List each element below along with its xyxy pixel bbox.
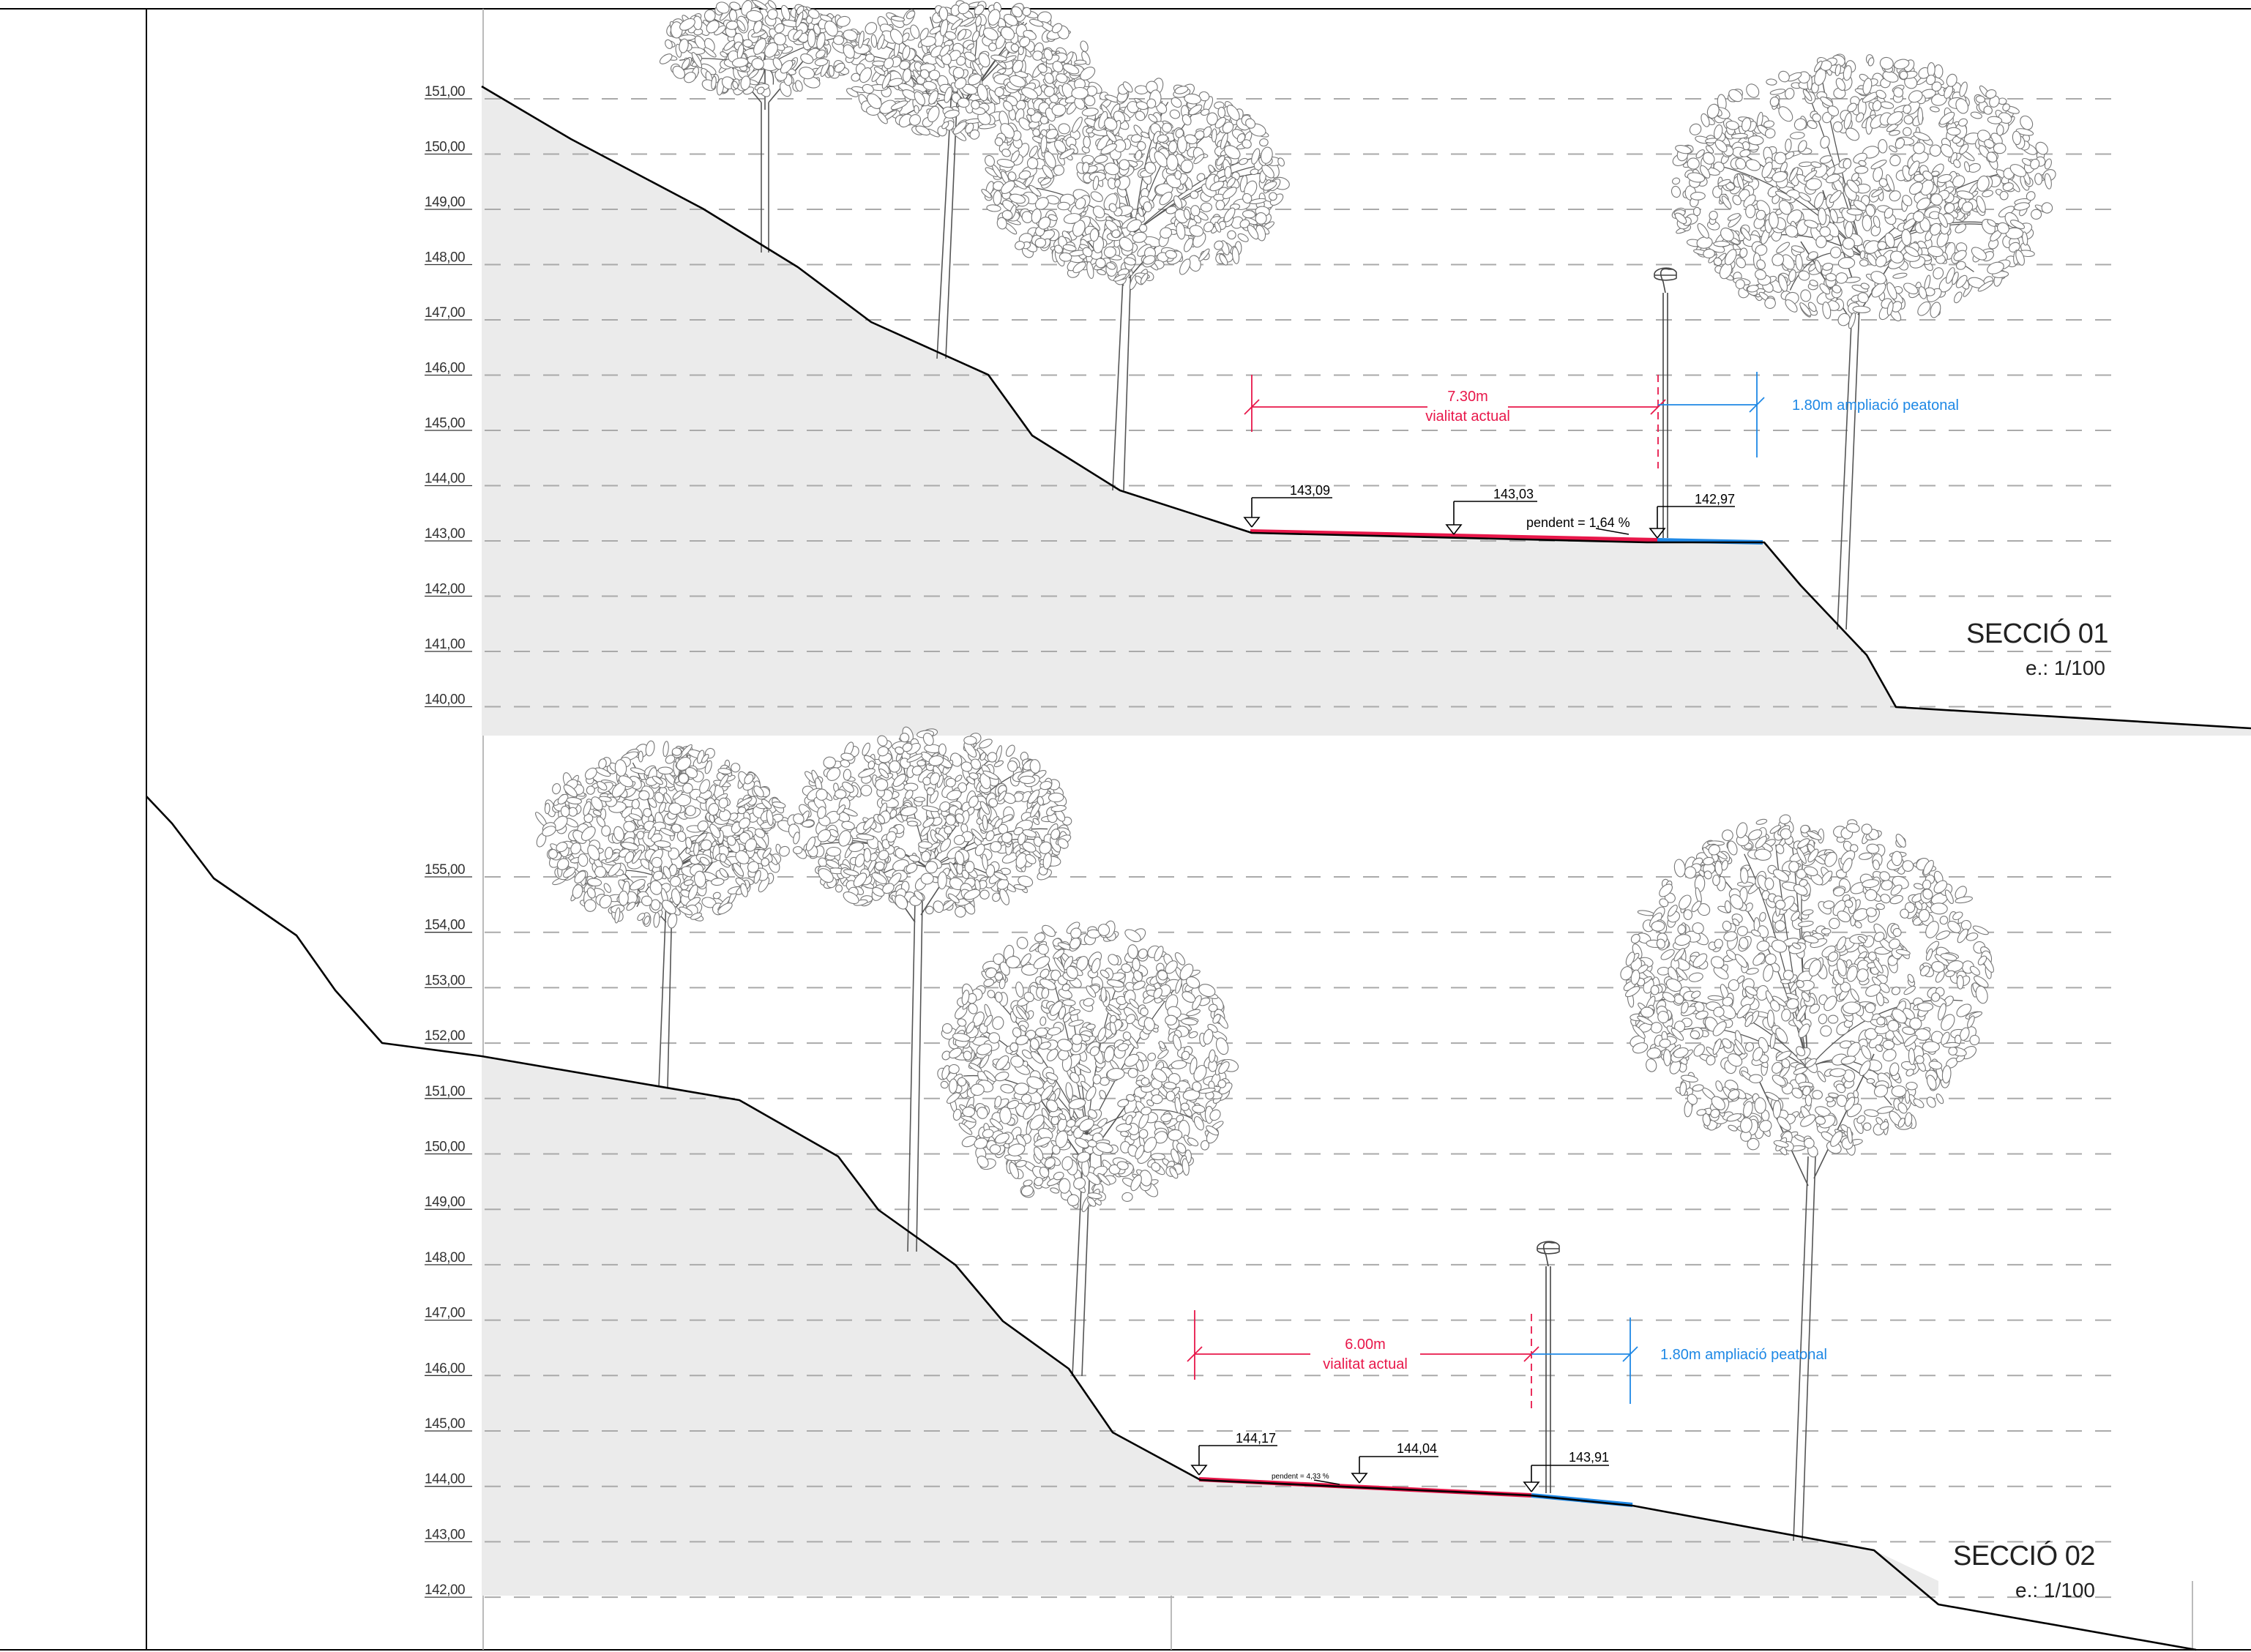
svg-text:143,09: 143,09 [1290, 483, 1330, 498]
section-scale: e.: 1/100 [2015, 1579, 2095, 1601]
tree-icon [787, 726, 1072, 1252]
svg-text:142,97: 142,97 [1695, 492, 1735, 507]
level-label: 146,00 [425, 361, 465, 376]
level-label: 148,00 [425, 250, 465, 266]
spot-level-marker: 143,91 [1523, 1450, 1609, 1492]
svg-text:144,04: 144,04 [1397, 1441, 1437, 1456]
street-lamp-icon [1654, 267, 1677, 538]
level-label: 149,00 [425, 195, 465, 210]
tree-icon [1620, 814, 1994, 1541]
spot-level-marker: 144,17 [1190, 1431, 1277, 1476]
spot-level-marker: 144,04 [1351, 1441, 1438, 1484]
terrain-section-01 [482, 86, 2251, 736]
section-title: SECCIÓ 01 [1966, 618, 2108, 649]
ground-profile-section-01 [481, 85, 2251, 730]
level-label: 141,00 [425, 637, 465, 652]
spot-level-marker: 143,09 [1243, 483, 1332, 528]
level-label: 155,00 [425, 862, 465, 878]
level-label: 151,00 [425, 84, 465, 100]
road-width-label: 7.30m [1447, 389, 1488, 405]
tree-icon [535, 740, 794, 1088]
walk-width-label: 1.80m ampliació peatonal [1660, 1347, 1827, 1363]
tree-icon [981, 78, 1290, 491]
road-width-dimension: 7.30m vialitat actual [1244, 375, 1666, 468]
level-label: 142,00 [425, 1582, 465, 1598]
level-label: 140,00 [425, 692, 465, 708]
walk-width-dimension: 1.80m ampliació peatonal [1658, 372, 1959, 457]
walk-width-label: 1.80m ampliació peatonal [1792, 397, 1959, 414]
street-lamp-icon [1537, 1241, 1560, 1493]
level-label: 150,00 [425, 140, 465, 155]
spot-level-marker: 142,97 [1649, 492, 1735, 539]
road-width-dimension: 6.00m vialitat actual [1187, 1310, 1539, 1409]
tree-icon [937, 920, 1239, 1377]
terrain-section-02 [482, 1056, 1938, 1596]
level-label: 150,00 [425, 1140, 465, 1155]
section-02: 155,00 154,00 153,00 152,00 151,00 150,00 149,… [146, 726, 2197, 1651]
svg-text:143,91: 143,91 [1569, 1450, 1609, 1465]
level-label: 152,00 [425, 1028, 465, 1044]
tree-icon [1670, 53, 2056, 630]
level-label: 151,00 [425, 1084, 465, 1099]
level-label: 142,00 [425, 582, 465, 597]
level-label: 145,00 [425, 416, 465, 431]
svg-text:144,17: 144,17 [1236, 1431, 1276, 1446]
level-label: 153,00 [425, 973, 465, 988]
slope-label-section-02: pendent = 4,33 % [1272, 1473, 1329, 1481]
section-title: SECCIÓ 02 [1953, 1540, 2095, 1571]
level-label: 144,00 [425, 1472, 465, 1487]
road-label: vialitat actual [1425, 408, 1510, 425]
level-label: 144,00 [425, 471, 465, 487]
level-label: 145,00 [425, 1416, 465, 1432]
level-label: 143,00 [425, 526, 465, 542]
level-label: 148,00 [425, 1250, 465, 1266]
section-scale: e.: 1/100 [2026, 657, 2105, 679]
spot-level-marker: 143,03 [1445, 487, 1537, 535]
level-label: 154,00 [425, 918, 465, 933]
tree-icon [834, 0, 1096, 359]
level-label: 147,00 [425, 1306, 465, 1321]
road-label: vialitat actual [1323, 1356, 1408, 1372]
walk-width-dimension: 1.80m ampliació peatonal [1531, 1318, 1827, 1404]
level-label: 149,00 [425, 1195, 465, 1210]
road-width-label: 6.00m [1345, 1337, 1386, 1353]
level-label: 146,00 [425, 1361, 465, 1376]
level-label: 147,00 [425, 305, 465, 321]
existing-road-section-01 [1250, 529, 1658, 542]
section-01: 151,00 150,00 149,00 148,00 147,00 146,00 145,… [425, 0, 2251, 736]
level-label: 143,00 [425, 1527, 465, 1542]
slope-label-section-01: pendent = 1,64 % [1526, 515, 1630, 530]
ground-profile-section-02 [146, 796, 2197, 1651]
svg-text:143,03: 143,03 [1493, 487, 1534, 501]
